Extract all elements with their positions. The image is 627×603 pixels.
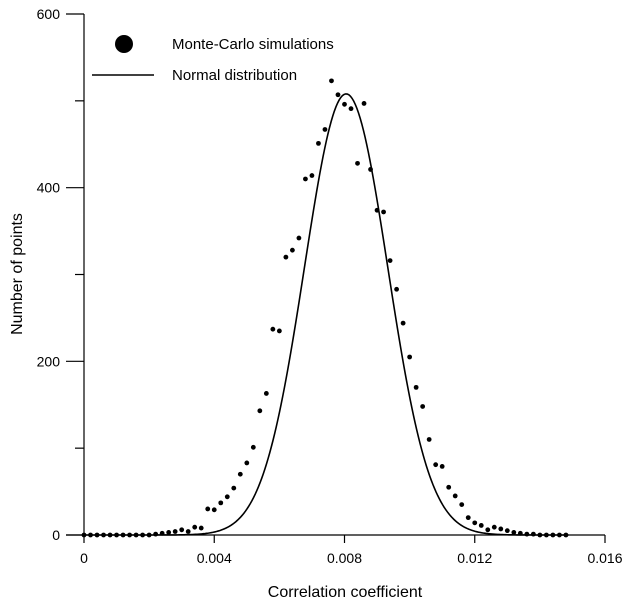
data-point	[452, 493, 458, 499]
data-point	[211, 507, 217, 513]
data-point	[387, 258, 393, 264]
axes: 0 0.004 0.008 0.012 0.016 0 200 400 600	[37, 6, 623, 566]
data-point	[127, 532, 132, 538]
data-point	[348, 106, 354, 112]
data-point	[237, 471, 243, 477]
data-point	[381, 209, 386, 215]
data-point	[114, 532, 119, 538]
data-point	[550, 532, 556, 538]
monte-carlo-points	[81, 78, 569, 538]
data-point	[146, 532, 152, 538]
data-point	[179, 527, 185, 533]
data-point	[205, 506, 211, 512]
data-point	[218, 500, 224, 506]
data-point	[81, 532, 87, 538]
data-point	[159, 530, 165, 536]
x-ticks: 0 0.004 0.008 0.012 0.016	[80, 535, 623, 566]
data-point	[400, 320, 406, 326]
data-point	[557, 532, 562, 538]
data-point	[498, 526, 504, 532]
data-point	[459, 502, 465, 508]
data-point	[433, 462, 439, 468]
data-point	[101, 532, 106, 538]
data-point	[224, 494, 230, 500]
normal-distribution-curve	[84, 93, 569, 536]
y-tick-label: 400	[37, 180, 61, 196]
data-point	[303, 176, 308, 182]
data-point	[276, 328, 282, 334]
data-point	[94, 532, 100, 538]
y-axis-title: Number of points	[9, 213, 26, 335]
data-point	[185, 529, 191, 534]
x-tick-label: 0.016	[587, 550, 622, 566]
data-point	[420, 404, 426, 409]
legend-label-monte-carlo: Monte-Carlo simulations	[172, 36, 334, 53]
data-point	[342, 101, 347, 107]
data-point	[192, 524, 198, 530]
legend-label-normal: Normal distribution	[172, 67, 297, 84]
legend-marker-monte-carlo	[115, 35, 133, 53]
data-point	[361, 101, 367, 106]
data-point	[309, 173, 315, 178]
data-point	[244, 460, 250, 466]
data-point	[491, 524, 497, 530]
data-point	[257, 408, 263, 414]
data-point	[250, 444, 256, 450]
data-point	[478, 523, 484, 528]
data-point	[322, 127, 328, 132]
x-axis-title: Correlation coefficient	[268, 584, 423, 601]
data-point	[263, 391, 269, 396]
data-point	[426, 437, 432, 442]
data-point	[140, 532, 146, 538]
data-point	[270, 326, 276, 332]
data-point	[504, 528, 510, 534]
y-ticks: 0 200 400 600	[37, 6, 84, 543]
data-point	[537, 532, 543, 538]
data-point	[407, 354, 413, 360]
data-point	[335, 92, 341, 98]
data-point	[290, 247, 295, 253]
x-tick-label: 0.004	[197, 550, 232, 566]
data-point	[485, 527, 491, 533]
data-point	[329, 78, 334, 84]
y-tick-label: 200	[37, 353, 61, 369]
x-tick-label: 0.008	[327, 550, 362, 566]
data-point	[133, 532, 139, 538]
data-point	[374, 207, 380, 213]
data-point	[524, 531, 530, 537]
data-point	[283, 254, 289, 260]
data-point	[439, 464, 445, 469]
data-point	[198, 525, 204, 531]
data-point	[517, 530, 523, 536]
y-tick-label: 0	[52, 527, 60, 543]
data-point	[120, 532, 126, 538]
data-point	[563, 532, 569, 538]
data-point	[394, 286, 399, 292]
x-tick-label: 0	[80, 550, 88, 566]
x-tick-label: 0.012	[457, 550, 492, 566]
data-point	[543, 532, 549, 538]
data-point	[355, 160, 360, 166]
data-point	[413, 384, 419, 390]
data-point	[107, 532, 113, 538]
legend: Monte-Carlo simulations Normal distribut…	[92, 35, 334, 84]
data-point	[231, 485, 237, 491]
data-point	[88, 532, 93, 538]
data-point	[296, 235, 302, 241]
data-point	[446, 484, 452, 490]
data-point	[465, 515, 471, 521]
data-point	[172, 529, 178, 534]
data-point	[153, 531, 159, 537]
y-tick-label: 600	[37, 6, 61, 22]
data-point	[472, 520, 478, 526]
data-point	[530, 531, 536, 537]
data-point	[368, 167, 373, 172]
data-point	[166, 529, 172, 535]
data-point	[316, 140, 321, 146]
data-point	[511, 529, 517, 535]
